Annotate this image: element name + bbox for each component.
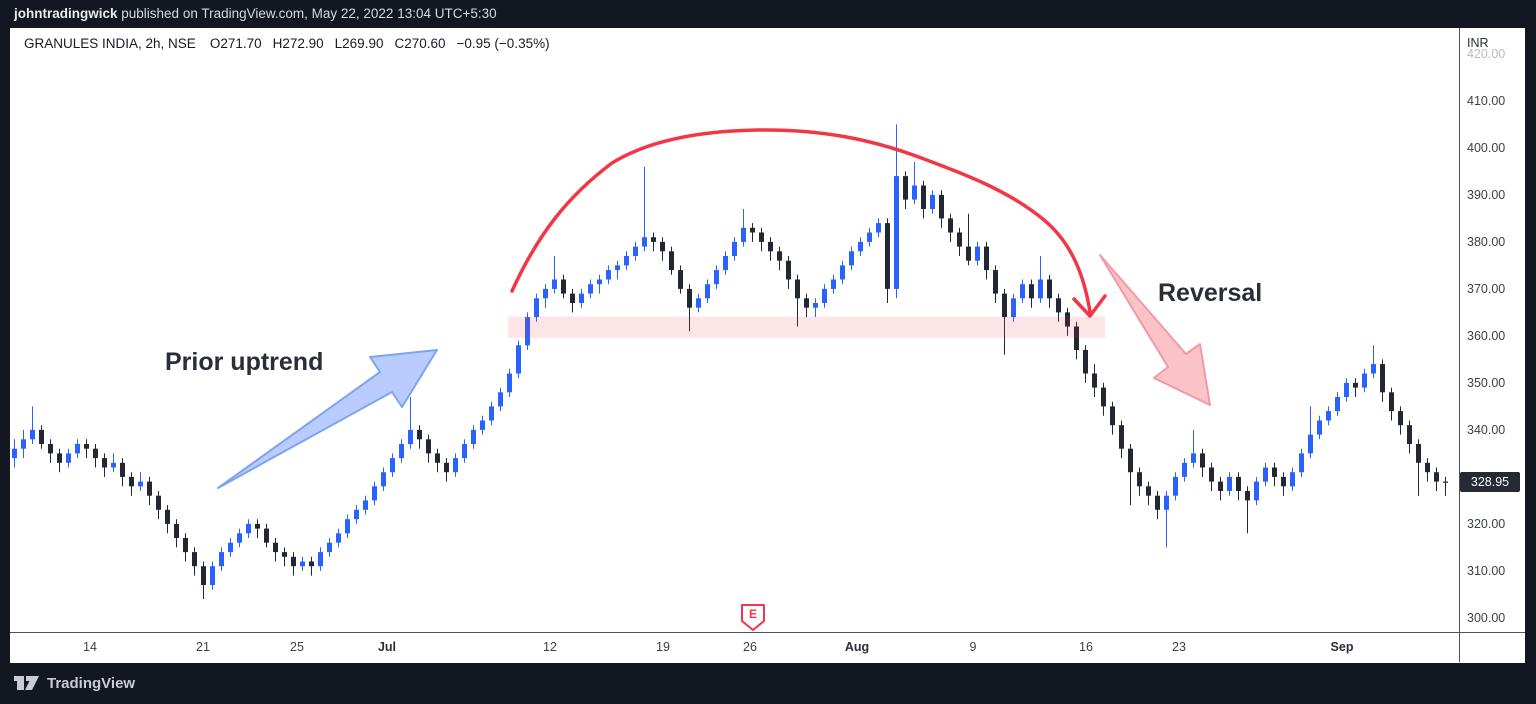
time-tick-label: 14 — [83, 640, 97, 654]
time-tick-label: 9 — [969, 640, 977, 654]
symbol-legend: GRANULES INDIA, 2h, NSE O271.70 H272.90 L26… — [24, 36, 561, 51]
ohlc-high: H272.90 — [272, 36, 324, 51]
ohlc-low: L269.90 — [334, 36, 384, 51]
rounding-top-curve — [510, 128, 1092, 314]
candles-layer — [12, 124, 1448, 600]
time-tick-label: 26 — [743, 640, 757, 654]
currency-label: INR — [1467, 36, 1489, 50]
price-tick-label: 360.00 — [1467, 329, 1506, 343]
time-tick-label: 23 — [1172, 640, 1186, 654]
price-tick-label: 310.00 — [1467, 564, 1506, 578]
time-axis[interactable]: 14 21 25 Jul 12 19 26 Aug 9 16 23 Sep — [10, 633, 1459, 662]
price-tick-label: 400.00 — [1467, 141, 1506, 155]
tradingview-brand[interactable]: TradingView — [47, 675, 136, 692]
price-tick-label: 390.00 — [1467, 188, 1506, 202]
time-tick-label: Jul — [377, 640, 397, 654]
prior-uptrend-label: Prior uptrend — [165, 348, 324, 376]
earnings-letter: E — [749, 607, 757, 621]
time-tick-label: Aug — [844, 640, 870, 654]
ohlc-open: O271.70 — [209, 36, 262, 51]
time-tick-label: 21 — [196, 640, 210, 654]
price-change: −0.95 (−0.35%) — [456, 36, 550, 51]
symbol-name: GRANULES INDIA, 2h, NSE — [24, 36, 196, 51]
time-tick-label: 25 — [290, 640, 304, 654]
price-tick-label: 350.00 — [1467, 376, 1506, 390]
tradingview-logo-icon[interactable] — [14, 676, 40, 691]
last-price-badge: 328.95 — [1460, 472, 1520, 492]
ohlc-close: C270.60 — [394, 36, 446, 51]
prior-uptrend-arrow — [217, 349, 438, 489]
price-tick-label: 340.00 — [1467, 423, 1506, 437]
earnings-badge[interactable]: E — [741, 604, 765, 631]
username-link[interactable]: johntradingwick — [14, 6, 118, 21]
price-tick-label: 420.00 — [1467, 47, 1506, 61]
rounding-top-arrowhead-icon — [1072, 294, 1107, 318]
price-axis-divider — [1459, 28, 1460, 662]
reversal-arrow — [1099, 254, 1211, 406]
time-axis-divider — [10, 632, 1525, 633]
reversal-label: Reversal — [1158, 279, 1263, 307]
time-tick-label: 12 — [543, 640, 557, 654]
support-zone — [508, 316, 1105, 338]
publish-info: published on TradingView.com, May 22, 20… — [117, 6, 497, 21]
time-tick-label: Sep — [1330, 640, 1354, 654]
time-tick-label: 16 — [1079, 640, 1093, 654]
top-bar: johntradingwick published on TradingView… — [0, 0, 1536, 28]
price-tick-label: 300.00 — [1467, 611, 1506, 625]
plot-area[interactable]: E — [10, 28, 1459, 632]
chart-panel: GRANULES INDIA, 2h, NSE O271.70 H272.90 L26… — [10, 28, 1525, 663]
price-tick-label: 370.00 — [1467, 282, 1506, 296]
footer: TradingView — [0, 663, 1536, 704]
price-tick-label: 380.00 — [1467, 235, 1506, 249]
price-axis[interactable]: INR 420.00 410.00 400.00 390.00 380.00 370.00… — [1460, 28, 1525, 632]
price-tick-label: 320.00 — [1467, 517, 1506, 531]
time-tick-label: 19 — [656, 640, 670, 654]
price-tick-label: 410.00 — [1467, 94, 1506, 108]
